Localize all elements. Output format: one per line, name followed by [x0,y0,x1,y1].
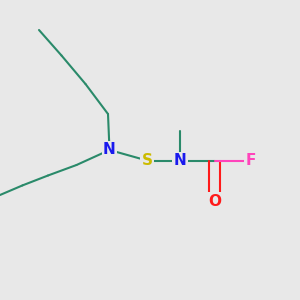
Text: O: O [208,194,221,208]
Text: N: N [174,153,186,168]
Text: S: S [142,153,152,168]
Text: N: N [103,142,116,158]
Text: F: F [245,153,256,168]
